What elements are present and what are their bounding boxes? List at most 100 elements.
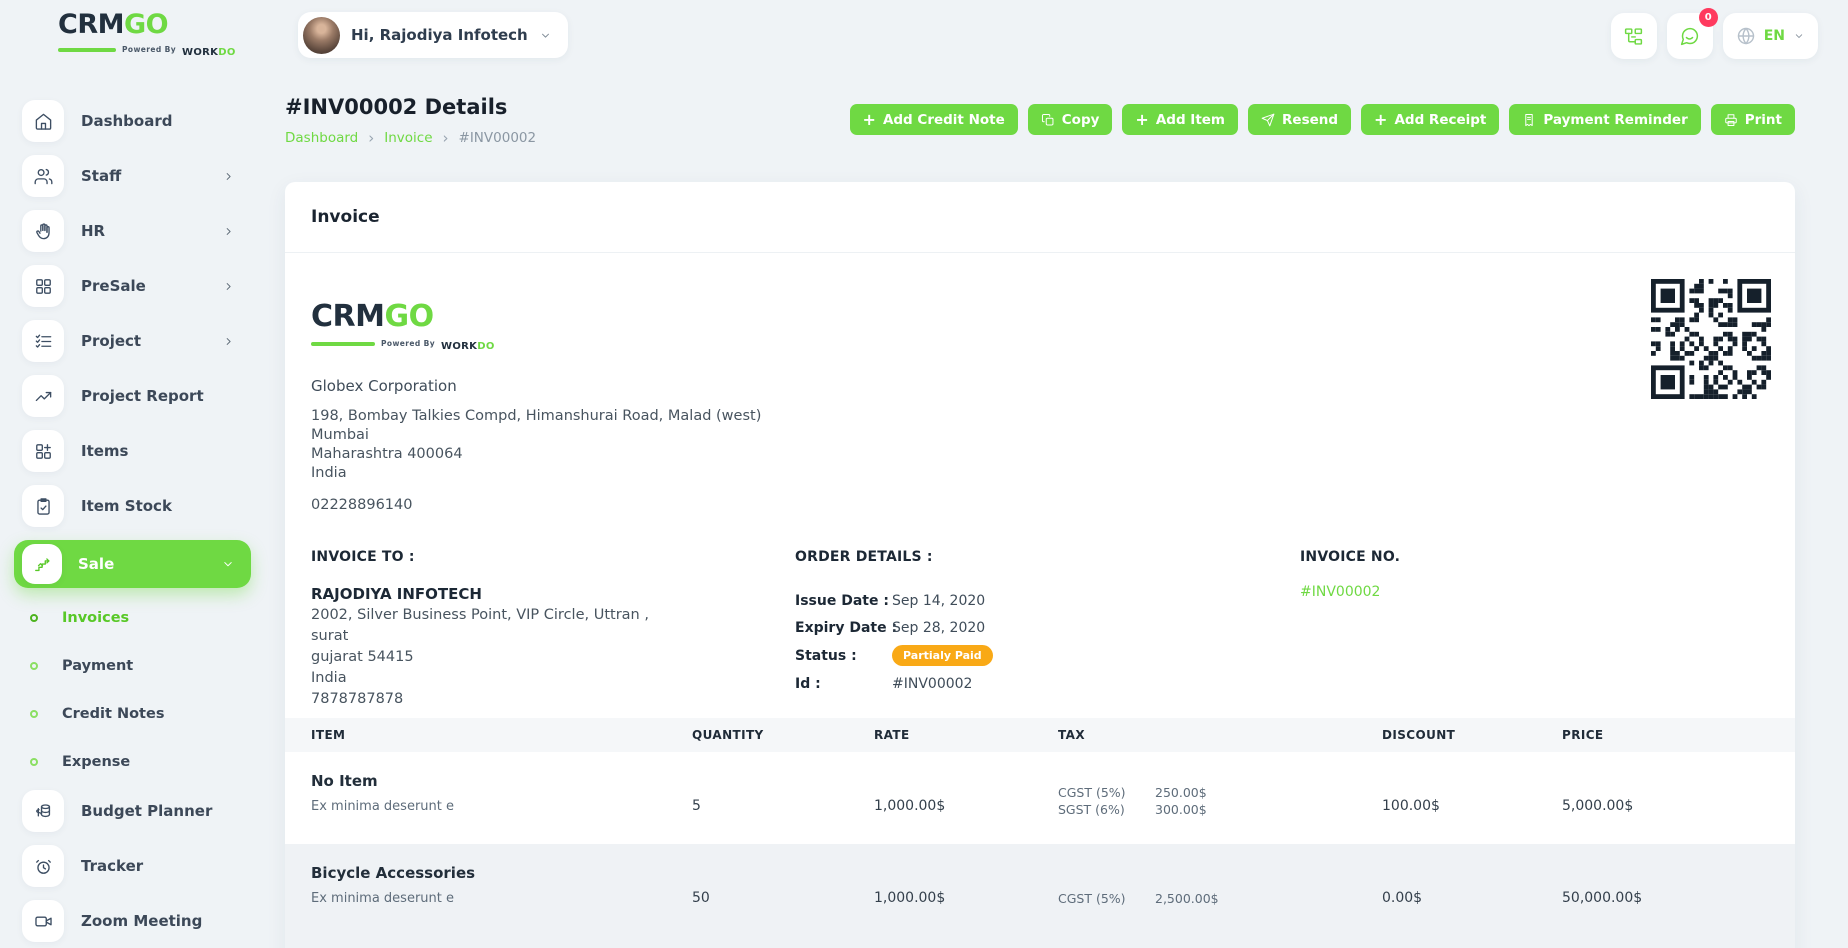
tax-line: CGST (5%) 2,500.00$ [1058,890,1382,907]
bill-to-phone: 7878787878 [311,691,404,707]
app-logo[interactable]: CRMGO Powered By WORKDO [58,11,236,59]
messages-button[interactable]: 0 [1666,8,1718,59]
powered-by-label: Powered By [122,45,177,54]
price-cell: 50,000.00$ [1562,890,1643,906]
column-header-quantity: QUANTITY [692,728,764,742]
sidebar-subitem-label: Payment [62,658,134,674]
button-label: Payment Reminder [1543,111,1688,128]
sidebar-item-label: Budget Planner [81,802,213,820]
sidebar-item-label: Dashboard [81,112,173,130]
sidebar-subitem-invoices[interactable]: Invoices [30,598,265,638]
chevron-down-icon [539,29,552,42]
copy-button[interactable]: Copy [1027,104,1113,135]
sidebar-subitem-label: Expense [62,754,131,770]
add-credit-note-button[interactable]: + Add Credit Note [849,104,1018,135]
company-name: Globex Corporation [311,377,457,395]
status-row: Status : Partialy Paid [795,645,1300,666]
order-details-rows: Issue Date : Sep 14, 2020 Expiry Date : … [795,591,1300,693]
rate-cell: 1,000.00$ [874,798,946,814]
breadcrumb-separator: › [442,128,449,147]
status-badge: Partialy Paid [892,645,993,666]
logo-text: CRMGO [311,301,1769,333]
clipboard-check-icon [22,485,64,527]
alarm-clock-icon [22,845,64,887]
sidebar-item-tracker[interactable]: Tracker [0,845,265,887]
tax-line: CGST (5%) 250.00$ [1058,784,1382,801]
sidebar-item-budget-planner[interactable]: Budget Planner [0,790,265,832]
sidebar-item-label: Items [81,442,129,460]
sidebar-item-label: Project Report [81,387,204,405]
sidebar-subitem-credit-notes[interactable]: Credit Notes [30,694,265,734]
topbar: CRMGO Powered By WORKDO Hi, Rajodiya Inf… [0,0,1848,72]
sidebar-item-project-report[interactable]: Project Report [0,375,265,417]
grid-icon [22,265,64,307]
expiry-date-row: Expiry Date : Sep 28, 2020 [795,618,1300,637]
sidebar-item-sale[interactable]: Sale [14,540,251,588]
sale-submenu: Invoices Payment Credit Notes Expense [0,598,265,782]
column-header-discount: DISCOUNT [1382,728,1456,742]
logo-tagline: Powered By WORKDO [311,334,1769,353]
tax-cell: CGST (5%) 2,500.00$ [1058,844,1382,907]
chevron-down-icon [1793,30,1805,42]
resend-button[interactable]: Resend [1248,104,1352,135]
user-menu[interactable]: Hi, Rajodiya Infotech [298,12,568,58]
breadcrumb-dashboard-link[interactable]: Dashboard [285,130,359,146]
sidebar-item-project[interactable]: Project [0,320,265,362]
sidebar-item-staff[interactable]: Staff [0,155,265,197]
sidebar-item-dashboard[interactable]: Dashboard [0,100,265,142]
print-button[interactable]: Print [1710,104,1795,135]
company-country: India [311,465,347,481]
add-item-button[interactable]: + Add Item [1122,104,1239,135]
button-label: Add Credit Note [882,111,1005,128]
sidebar-subitem-payment[interactable]: Payment [30,646,265,686]
sidebar-item-items[interactable]: Items [0,430,265,472]
hand-icon [22,210,64,252]
sidebar-item-label: Zoom Meeting [81,912,203,930]
invoice-card-body: CRMGO Powered By WORKDO Globex Corporati… [285,253,1795,948]
money-stack-icon [22,790,64,832]
button-label: Copy [1061,111,1100,128]
item-cell: Bicycle Accessories Ex minima deserunt e [311,844,692,906]
company-state-zip: Maharashtra 400064 [311,446,463,462]
bullet-icon [30,710,38,718]
sidebar-item-zoom-meeting[interactable]: Zoom Meeting [0,900,265,942]
page-header: #INV00002 Details Dashboard › Invoice › … [285,95,1795,146]
checklist-icon [22,320,64,362]
sidebar-item-hr[interactable]: HR [0,210,265,252]
sidebar-item-label: Sale [78,555,115,573]
language-selector[interactable]: EN [1722,13,1818,59]
sidebar-subitem-expense[interactable]: Expense [30,742,265,782]
printer-icon [1724,113,1738,127]
hierarchy-button[interactable] [1610,13,1657,59]
company-phone: 02228896140 [311,497,413,513]
discount-cell: 0.00$ [1382,890,1423,906]
item-name: No Item [311,772,378,790]
rate-cell: 1,000.00$ [874,890,946,906]
send-icon [1261,113,1275,127]
company-city: Mumbai [311,427,369,443]
sidebar-item-label: Staff [81,167,122,185]
sidebar-item-presale[interactable]: PreSale [0,265,265,307]
sale-icon [22,544,62,584]
id-row: Id : #INV00002 [795,674,1300,693]
qr-code [1651,279,1772,400]
breadcrumb-invoice-link[interactable]: Invoice [384,130,433,146]
workdo-brand: WORK [182,47,219,58]
tax-amount: 250.00$ [1155,785,1207,800]
add-receipt-button[interactable]: + Add Receipt [1361,104,1500,135]
table-row: No Item Ex minima deserunt e 5 1,000.00$… [285,752,1795,844]
sidebar-subitem-label: Credit Notes [62,706,165,722]
home-icon [22,100,64,142]
grid-plus-icon [22,430,64,472]
invoice-no-value[interactable]: #INV00002 [1300,584,1381,600]
bill-to-city: surat [311,628,349,644]
button-label: Print [1744,111,1782,128]
action-buttons: + Add Credit Note Copy + Add Item Resend… [849,104,1795,146]
invoice-card: Invoice CRMGO Powered By WORKDO Globex C… [285,182,1795,948]
invoice-items-table: ITEM QUANTITY RATE TAX DISCOUNT PRICE No… [285,718,1795,948]
item-cell: No Item Ex minima deserunt e [311,752,692,814]
powered-by-label: Powered By [381,339,436,348]
bill-to-country: India [311,670,347,686]
payment-reminder-button[interactable]: Payment Reminder [1509,104,1701,135]
sidebar-item-item-stock[interactable]: Item Stock [0,485,265,527]
